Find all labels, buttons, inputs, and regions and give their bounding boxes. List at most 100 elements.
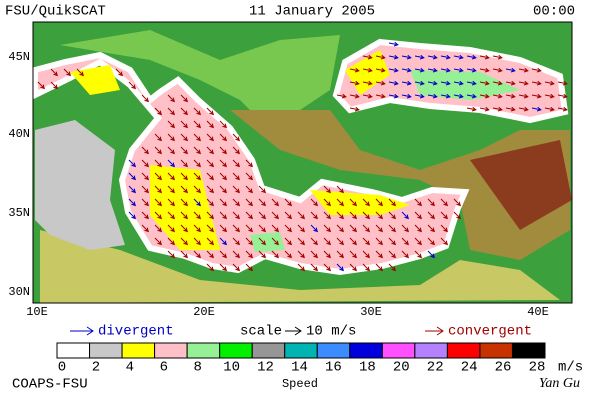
wind-arrow [245, 263, 253, 272]
wind-arrow [375, 211, 383, 220]
wind-arrow [401, 80, 412, 86]
wind-arrow [466, 80, 477, 86]
wind-arrow [219, 263, 227, 272]
wind-arrow [206, 250, 214, 259]
map-frame [32, 21, 573, 304]
wind-arrow [206, 198, 214, 207]
wind-arrow [505, 106, 516, 112]
lat-label: 30N [8, 285, 30, 299]
wind-arrow [245, 237, 253, 246]
wind-arrow [401, 93, 412, 99]
wind-arrow [492, 54, 503, 60]
wind-arrow [141, 224, 149, 233]
lat-label: 35N [8, 206, 30, 220]
wind-arrow [154, 133, 162, 142]
colorbar-tick-label: 20 [393, 360, 410, 376]
wind-arrow [323, 185, 331, 194]
wind-arrow [128, 81, 136, 90]
wind-arrow [310, 250, 318, 259]
colorbar-label: Speed [282, 377, 318, 391]
wind-arrow [193, 198, 201, 207]
wind-arrow [388, 263, 396, 272]
land-mountain [470, 140, 572, 230]
colorbar-cell [89, 342, 123, 359]
wind-arrow [544, 80, 555, 86]
colorbar-tick-label: 22 [427, 360, 444, 376]
wind-arrow [336, 185, 344, 194]
wind-arrow [50, 81, 58, 90]
colorbar-tick-label: 6 [160, 360, 168, 376]
wind-arrow [258, 250, 266, 259]
wind-arrow [167, 198, 175, 207]
wind-arrow [141, 172, 149, 181]
wind-arrow [440, 80, 451, 86]
wind-arrow [154, 159, 162, 168]
wind-arrow [193, 211, 201, 220]
wind-arrow [531, 80, 542, 86]
wind-arrow [297, 237, 305, 246]
wind-arrow [388, 250, 396, 259]
wind-arrow [141, 94, 149, 103]
lon-label: 10E [26, 305, 48, 319]
wind-arrow [180, 198, 188, 207]
wind-arrow [245, 224, 253, 233]
wind-arrow [375, 93, 386, 99]
wind-arrow [323, 250, 331, 259]
wind-arrow [375, 80, 386, 86]
wind-arrow [388, 67, 399, 73]
wind-arrow [167, 172, 175, 181]
wind-arrow [154, 172, 162, 181]
wind-arrow [297, 263, 305, 272]
wind-arrow [375, 198, 383, 207]
colorbar-cell [154, 342, 188, 359]
sea-moderate [310, 190, 410, 215]
wind-arrow [349, 263, 357, 272]
wind-arrow [206, 237, 214, 246]
legend-divergent: divergent [98, 324, 174, 340]
wind-arrow [271, 198, 279, 207]
wind-arrow [414, 250, 422, 259]
wind-arrow [180, 133, 188, 142]
wind-arrow [362, 93, 373, 99]
wind-arrow [232, 211, 240, 220]
colorbar-tick-label: 12 [257, 360, 274, 376]
wind-arrow [349, 80, 360, 86]
wind-arrow [245, 250, 253, 259]
wind-arrow [427, 198, 435, 207]
wind-arrow [219, 159, 227, 168]
wind-arrow [349, 211, 357, 220]
wind-arrow [258, 185, 266, 194]
wind-arrow [284, 211, 292, 220]
wind-arrow [154, 211, 162, 220]
wind-arrow [440, 237, 448, 246]
wind-arrow [167, 237, 175, 246]
wind-arrow [167, 185, 175, 194]
wind-arrow [206, 211, 214, 220]
wind-arrow [245, 172, 253, 181]
wind-arrow [505, 80, 516, 86]
wind-arrow [232, 263, 240, 272]
wind-arrow [531, 67, 542, 73]
wind-arrow [427, 93, 438, 99]
wind-arrow [505, 93, 516, 99]
wind-arrow [193, 159, 201, 168]
wind-arrow [258, 237, 266, 246]
wind-arrow [336, 211, 344, 220]
wind-arrow [557, 93, 568, 99]
wind-arrow [336, 263, 344, 272]
colorbar-tick-label: 28 [529, 360, 546, 376]
colorbar-tick-label: 16 [325, 360, 342, 376]
wind-arrow [219, 237, 227, 246]
wind-arrow [336, 250, 344, 259]
colorbar-cell [349, 342, 383, 359]
wind-arrow [297, 250, 305, 259]
wind-arrow [323, 198, 331, 207]
wind-arrow [206, 172, 214, 181]
wind-arrow [193, 107, 201, 116]
wind-arrow [154, 224, 162, 233]
wind-arrow [180, 224, 188, 233]
wind-arrow [453, 198, 461, 207]
wind-arrow [349, 224, 357, 233]
wind-arrow [128, 159, 136, 168]
wind-arrow [154, 185, 162, 194]
